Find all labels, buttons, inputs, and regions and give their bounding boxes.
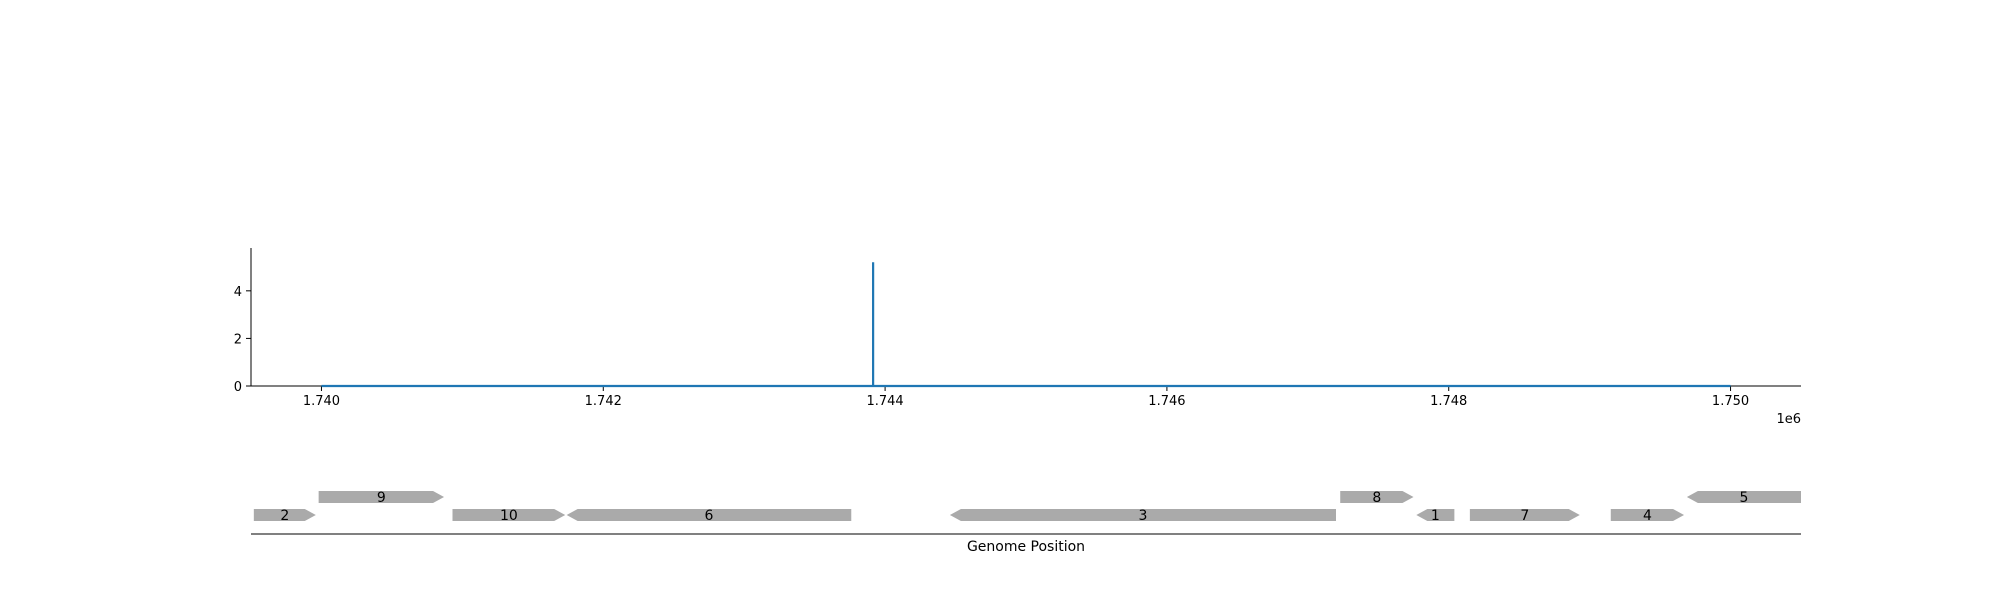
- x-tick-label: 1.746: [1148, 394, 1185, 409]
- gene-label: 9: [377, 490, 386, 506]
- x-ticks: 1.740 1.742 1.744 1.746 1.748 1.750: [303, 386, 1749, 409]
- gene-label: 7: [1520, 508, 1529, 524]
- gene-feature-2: [253, 509, 316, 521]
- x-tick-label: 1.750: [1712, 394, 1749, 409]
- x-tick-label: 1.748: [1430, 394, 1467, 409]
- gene-label: 10: [500, 508, 518, 524]
- y-ticks: 0 2 4: [234, 285, 251, 395]
- coverage-series-line: [321, 262, 1731, 388]
- series-layer: [321, 262, 1731, 388]
- gene-feature-1: [1416, 509, 1455, 521]
- gene-feature-6: [566, 509, 852, 521]
- x-axis-label: Genome Position: [967, 539, 1085, 555]
- gene-label: 8: [1372, 490, 1381, 506]
- gene-feature-3: [949, 509, 1336, 521]
- gene-feature-7: [1469, 509, 1580, 521]
- gene-feature-4: [1610, 509, 1685, 521]
- gene-label: 1: [1431, 508, 1440, 524]
- y-tick-label: 2: [234, 332, 242, 347]
- gene-label: 4: [1643, 508, 1652, 524]
- gene-label: 2: [280, 508, 289, 524]
- x-offset-label: 1e6: [1776, 412, 1801, 427]
- y-tick-label: 0: [234, 380, 242, 395]
- gene-feature-5: [1686, 491, 1801, 503]
- gene-feature-9: [318, 491, 445, 503]
- gene-feature-10: [452, 509, 566, 521]
- y-tick-label: 4: [234, 285, 242, 300]
- gene-label: 3: [1138, 508, 1147, 524]
- x-tick-label: 1.740: [303, 394, 340, 409]
- x-tick-label: 1.742: [585, 394, 622, 409]
- gene-feature-8: [1340, 491, 1414, 503]
- gene-track: 2 9 10 6 3 8 1 7 4 5 Genome Position: [251, 490, 1801, 555]
- x-tick-label: 1.744: [866, 394, 903, 409]
- gene-label: 6: [704, 508, 713, 524]
- coverage-plot: 1.740 1.742 1.744 1.746 1.748 1.750 0 2 4 1e6: [234, 248, 1801, 427]
- gene-label: 5: [1739, 490, 1748, 506]
- gene-layer: 2 9 10 6 3 8 1 7 4 5: [253, 490, 1801, 524]
